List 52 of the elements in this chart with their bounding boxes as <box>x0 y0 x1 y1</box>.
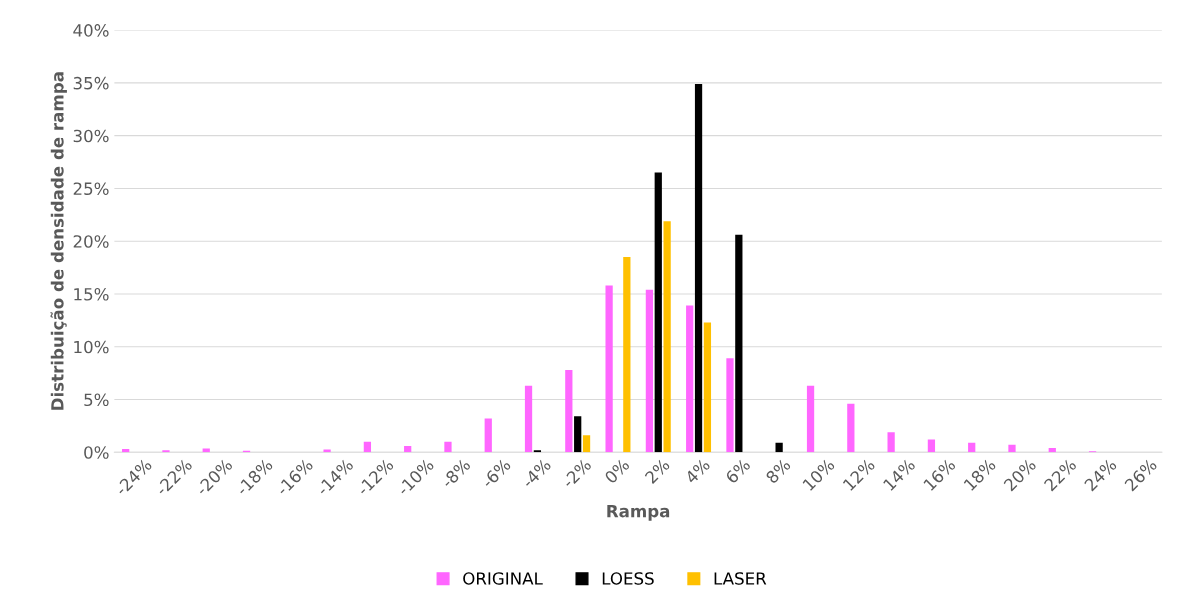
y-tick-label: 30% <box>73 129 109 143</box>
x-tick-label: -2% <box>561 457 592 489</box>
bar <box>122 449 130 453</box>
bar <box>484 418 492 453</box>
x-tick-label: 4% <box>684 457 711 485</box>
bar <box>574 416 582 453</box>
bar <box>686 305 694 453</box>
bar <box>968 442 976 453</box>
legend-label: ORIGINAL <box>463 572 543 585</box>
x-tick-label: -6% <box>480 457 512 489</box>
bar <box>663 221 671 453</box>
bar <box>887 432 895 453</box>
bar <box>735 234 743 453</box>
x-axis-title: Rampa <box>607 505 670 521</box>
bar <box>806 385 815 453</box>
bar <box>524 385 533 453</box>
bar <box>623 257 631 453</box>
y-tick-label: 25% <box>73 182 109 196</box>
bar <box>1008 444 1016 453</box>
x-tick-label: 2% <box>644 457 671 485</box>
bar <box>1048 448 1056 453</box>
bar <box>775 442 783 453</box>
y-tick-label: 5% <box>84 393 109 407</box>
bar <box>694 83 703 453</box>
x-tick-label: 8% <box>765 457 792 485</box>
bar <box>927 439 936 453</box>
y-axis-title: Distribuição de densidade de rampa <box>50 72 67 410</box>
bar <box>645 289 654 453</box>
legend-label: LOESS <box>602 572 654 585</box>
y-tick-label: 15% <box>74 287 109 301</box>
y-tick-label: 0% <box>84 446 109 459</box>
y-tick-label: 10% <box>74 340 109 354</box>
bar <box>582 435 591 453</box>
bar <box>726 358 734 453</box>
bar <box>444 441 452 453</box>
bar <box>565 369 573 453</box>
legend-label: LASER <box>714 572 767 585</box>
bar <box>847 403 855 453</box>
bar <box>654 172 662 453</box>
bar <box>162 450 170 453</box>
y-tick-label: 35% <box>73 76 109 90</box>
x-tick-label: -8% <box>440 457 472 489</box>
bar <box>363 441 372 453</box>
bar <box>533 450 542 453</box>
x-tick-label: -4% <box>521 457 552 489</box>
y-tick-label: 20% <box>73 235 109 248</box>
x-tick-label: 6% <box>724 457 751 485</box>
x-tick-label: 0% <box>603 457 631 485</box>
bar <box>404 445 412 453</box>
bar <box>703 322 712 453</box>
bar <box>605 285 613 453</box>
y-tick-label: 40% <box>73 24 109 37</box>
